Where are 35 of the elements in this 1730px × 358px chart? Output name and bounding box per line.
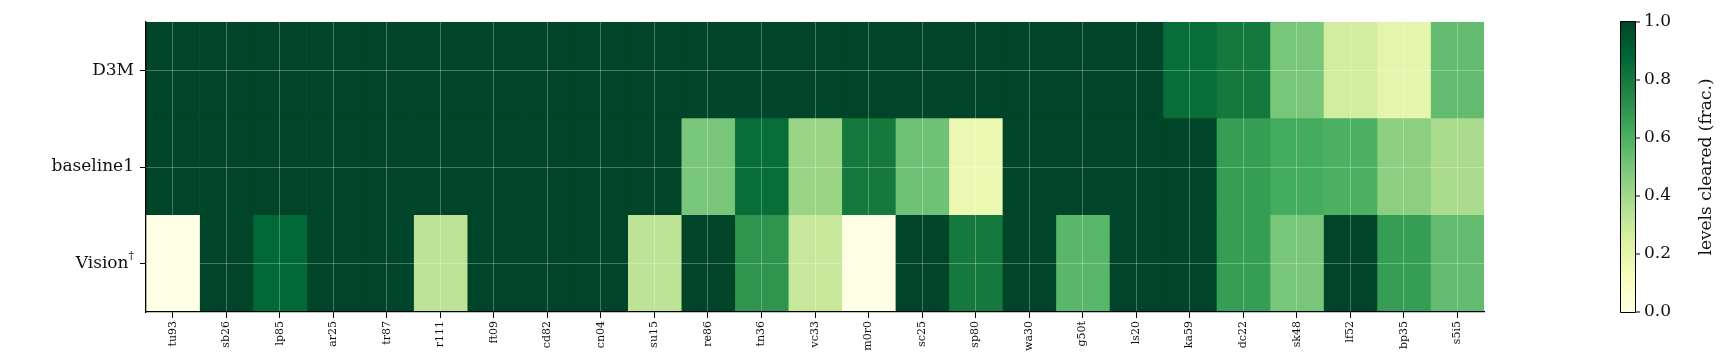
x-tick-label: ar25 (326, 321, 340, 347)
x-tick-label: ft09 (486, 321, 500, 344)
x-tick-label: sp80 (968, 321, 982, 348)
color-bar-title: levels cleared (frac.) (1695, 78, 1716, 256)
x-tick-label: tr87 (379, 321, 393, 345)
x-tick-label: ka59 (1182, 321, 1196, 349)
x-tick-label: su15 (647, 321, 661, 348)
x-tick-label: r111 (433, 321, 447, 348)
x-tick-label: m0r0 (861, 321, 875, 351)
x-tick-label: vc33 (807, 321, 821, 349)
y-tick-label: baseline1 (51, 155, 135, 176)
x-tick-label: g50t (1075, 320, 1089, 347)
x-tick-label: lp85 (272, 321, 286, 346)
x-tick-label: re86 (700, 321, 714, 347)
x-tick-label: sc25 (914, 321, 928, 347)
x-tick-label: tu93 (165, 321, 179, 347)
x-tick-label: sb26 (219, 321, 233, 348)
color-bar-label: 0.6 (1644, 126, 1672, 147)
color-bar-label: 0.0 (1644, 300, 1672, 321)
x-tick-label: dc22 (1236, 321, 1250, 349)
x-tick-label: ls20 (1128, 321, 1142, 345)
x-tick-label: s5i5 (1450, 321, 1464, 345)
x-tick-label: wa30 (1021, 321, 1035, 352)
color-bar-label: 0.2 (1644, 242, 1672, 263)
x-tick-label: cd82 (540, 321, 554, 349)
x-tick-label: sk48 (1289, 321, 1303, 348)
x-tick-label: bp35 (1396, 321, 1410, 350)
color-bar-label: 1.0 (1644, 10, 1672, 31)
x-tick-label: cn04 (593, 321, 607, 349)
x-tick-label: tn36 (754, 321, 768, 347)
x-tick-label: lf52 (1343, 321, 1357, 343)
color-bar-label: 0.8 (1644, 68, 1672, 89)
color-bar-label: 0.4 (1644, 184, 1672, 205)
y-tick-label: D3M (92, 58, 135, 79)
y-tick-label: Vision† (74, 248, 135, 273)
